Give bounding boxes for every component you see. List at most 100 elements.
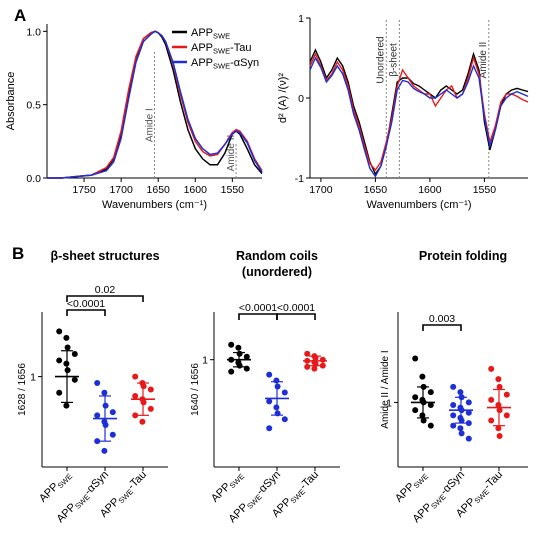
x-tick-label: 1700 <box>109 184 133 196</box>
significance-bracket <box>66 309 106 316</box>
x-tick-label: 1600 <box>184 184 208 196</box>
legend-label: APPSWE-αSyn <box>191 57 259 71</box>
x-tick-label: APPSWE <box>209 469 246 506</box>
y-tick-label: 1 <box>298 13 304 25</box>
annotation-label: Amide II <box>226 135 237 172</box>
data-point <box>495 425 502 432</box>
data-point <box>465 409 472 416</box>
data-point <box>228 341 235 348</box>
x-axis-label: Wavenumbers (cm⁻¹) <box>102 199 207 211</box>
x-tick-label: 1650 <box>147 184 171 196</box>
data-point <box>236 362 243 369</box>
data-point <box>56 328 63 335</box>
panel-label-b: B <box>12 244 25 263</box>
data-point <box>457 389 464 396</box>
annotation-label: Unordered <box>375 36 386 83</box>
data-point <box>412 355 419 362</box>
data-point <box>132 412 139 419</box>
absorbance-chart: 0.0 0.5 1.0 1750 1700 1650 1600 1550 Absorbance W… <box>5 24 263 211</box>
data-point <box>496 383 503 390</box>
y-axis-label: Amide II / Amide I <box>380 350 391 428</box>
chart-title: Random coils <box>236 249 318 263</box>
y-axis-label: d² (A) /(ν)² <box>277 73 289 123</box>
derivative-line <box>309 56 529 178</box>
derivative-line <box>309 48 529 176</box>
p-value-label: <0.0001 <box>277 302 315 314</box>
y-tick-label: 1.0 <box>26 26 41 38</box>
data-point <box>71 350 78 357</box>
data-point <box>235 344 242 351</box>
significance-bracket <box>422 324 462 331</box>
x-tick-label: 1650 <box>364 184 388 196</box>
spectrum-line <box>47 30 263 179</box>
chart-subtitle: (unordered) <box>242 265 312 279</box>
data-point <box>458 430 465 437</box>
data-point <box>63 334 70 341</box>
data-point <box>419 373 426 380</box>
data-point <box>71 376 78 383</box>
x-tick-label: 1700 <box>309 184 333 196</box>
y-tick-label: 0.5 <box>26 100 41 112</box>
data-point <box>450 412 457 419</box>
data-point <box>412 407 419 414</box>
p-value-label: <0.0001 <box>67 298 105 310</box>
data-point <box>465 435 472 442</box>
x-tick-label: 1550 <box>473 184 497 196</box>
data-point <box>412 394 419 401</box>
data-point <box>56 357 63 364</box>
data-point <box>319 356 326 363</box>
data-point <box>304 363 311 370</box>
data-point <box>147 386 154 393</box>
p-value-label: 0.02 <box>95 284 116 296</box>
x-tick-label: 1750 <box>72 184 96 196</box>
data-point <box>266 398 273 405</box>
data-point <box>450 422 457 429</box>
data-point <box>488 365 495 372</box>
derivative-line <box>309 52 529 172</box>
data-point <box>236 350 243 357</box>
data-point <box>266 371 273 378</box>
data-point <box>319 362 326 369</box>
annotation-label: Amide II <box>478 42 489 79</box>
data-point <box>450 383 457 390</box>
data-point <box>94 412 101 419</box>
data-point <box>243 353 250 360</box>
y-axis-label: Absorbance <box>5 72 17 131</box>
data-point <box>140 383 147 390</box>
data-point <box>465 420 472 427</box>
data-point <box>243 365 250 372</box>
x-tick-label: 1600 <box>418 184 442 196</box>
data-point <box>427 389 434 396</box>
data-point <box>63 402 70 409</box>
derivative-chart: -1 0 1 1700 1650 1600 1550 d² (A) /(ν)² Wavenumb… <box>277 13 529 211</box>
y-tick-label: 1 <box>30 372 36 384</box>
data-point <box>488 396 495 403</box>
x-axis-label: Wavenumbers (cm⁻¹) <box>366 199 471 211</box>
data-point <box>450 402 457 408</box>
data-point <box>488 417 495 424</box>
data-point <box>101 389 108 396</box>
data-point <box>503 412 510 419</box>
data-point <box>94 438 101 445</box>
data-point <box>56 389 63 396</box>
data-point <box>94 380 101 387</box>
data-point <box>228 368 235 375</box>
data-point <box>109 409 116 416</box>
data-point <box>132 392 139 399</box>
significance-bracket <box>238 313 278 320</box>
chart-title: Protein folding <box>419 249 507 263</box>
data-point <box>420 417 427 424</box>
data-point <box>495 376 502 383</box>
data-point <box>147 405 154 412</box>
y-axis-label: 1640 / 1656 <box>190 363 201 416</box>
annotation-label: Amide I <box>145 108 156 142</box>
data-point <box>457 425 464 432</box>
legend-label: APPSWE <box>191 27 230 41</box>
data-point <box>101 447 108 454</box>
panel-label-a: A <box>14 6 27 25</box>
